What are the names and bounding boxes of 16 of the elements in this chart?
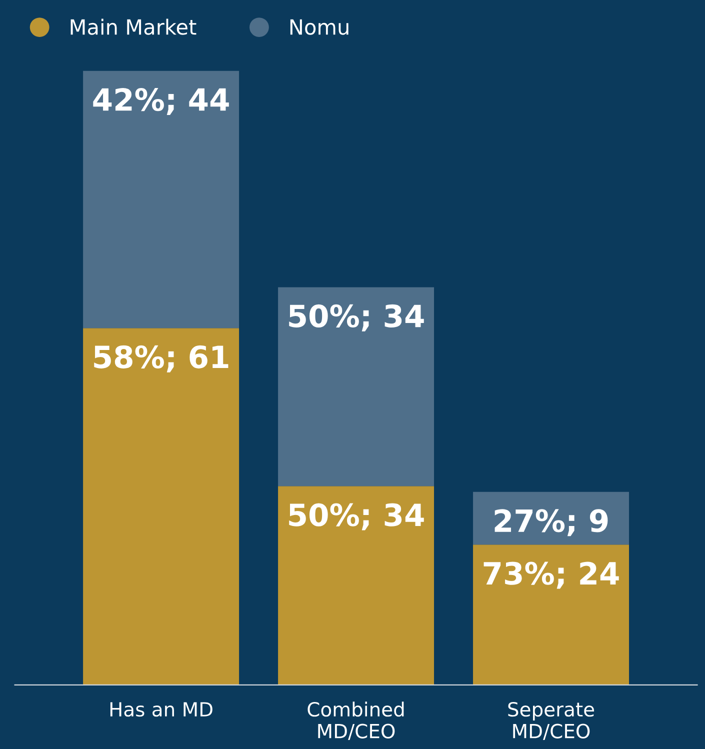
bar [83,70,240,328]
x-tick-label: Has an MD [110,702,212,717]
data-label: 50%; 34 [289,304,424,332]
bar [278,486,434,685]
legend-label: Nomu [290,19,348,35]
data-label: 27%; 9 [494,509,608,536]
x-tick-label: Combined MD/CEO [308,702,404,740]
data-label: 50%; 34 [289,503,424,530]
bar [278,287,434,486]
bar [83,328,240,685]
bar [473,544,629,685]
x-tick-label: Seperate MD/CEO [508,702,594,740]
data-label: 42%; 44 [93,88,229,116]
legend-label: Main Market [70,18,196,35]
data-label: 73%; 24 [484,562,619,589]
data-label: 58%; 61 [94,345,228,372]
